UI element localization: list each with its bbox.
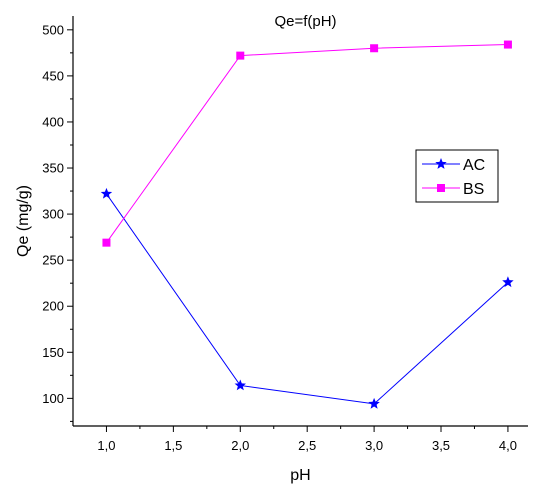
legend-item-bs: BS bbox=[422, 181, 484, 198]
series-layer bbox=[100, 40, 514, 409]
x-tick-label: 3,5 bbox=[432, 438, 450, 453]
axes bbox=[72, 16, 528, 427]
y-tick-label: 100 bbox=[42, 391, 64, 406]
legend: AC BS bbox=[415, 149, 499, 203]
x-axis-title: pH bbox=[290, 467, 310, 484]
ticks: 1,0 1,5 2,0 2,5 3,0 3,5 4,0 100 150 200 250 300 350 4… bbox=[42, 22, 517, 453]
x-tick-label: 4,0 bbox=[499, 438, 517, 453]
data-point bbox=[503, 40, 512, 49]
y-tick-label: 400 bbox=[42, 114, 64, 129]
legend-label: BS bbox=[463, 181, 484, 198]
y-tick-label: 250 bbox=[42, 253, 64, 268]
data-point bbox=[370, 44, 379, 53]
y-tick-label: 300 bbox=[42, 207, 64, 222]
data-point bbox=[236, 51, 245, 60]
series-line bbox=[106, 193, 509, 405]
series-bs bbox=[102, 40, 512, 247]
y-axis-title: Qe (mg/g) bbox=[15, 185, 32, 257]
legend-label: AC bbox=[463, 157, 485, 174]
y-tick-label: 350 bbox=[42, 161, 64, 176]
x-tick-label: 2,5 bbox=[298, 438, 316, 453]
legend-item-ac: AC bbox=[422, 157, 485, 174]
y-tick-label: 500 bbox=[42, 22, 64, 37]
x-tick-label: 1,0 bbox=[97, 438, 115, 453]
data-point bbox=[102, 238, 111, 247]
x-tick-label: 1,5 bbox=[164, 438, 182, 453]
data-point bbox=[234, 379, 246, 391]
legend-marker bbox=[437, 184, 445, 192]
legend-box bbox=[415, 149, 499, 203]
series-ac bbox=[100, 187, 514, 409]
x-tick-label: 3,0 bbox=[365, 438, 383, 453]
y-tick-label: 200 bbox=[42, 299, 64, 314]
data-point bbox=[368, 397, 380, 409]
data-point bbox=[502, 276, 514, 288]
x-tick-label: 2,0 bbox=[231, 438, 249, 453]
series-line bbox=[106, 44, 508, 243]
data-point bbox=[100, 187, 113, 199]
y-tick-label: 450 bbox=[42, 68, 64, 83]
chart-title: Qe=f(pH) bbox=[274, 13, 336, 30]
legend-marker bbox=[435, 158, 447, 169]
y-tick-label: 150 bbox=[42, 345, 64, 360]
